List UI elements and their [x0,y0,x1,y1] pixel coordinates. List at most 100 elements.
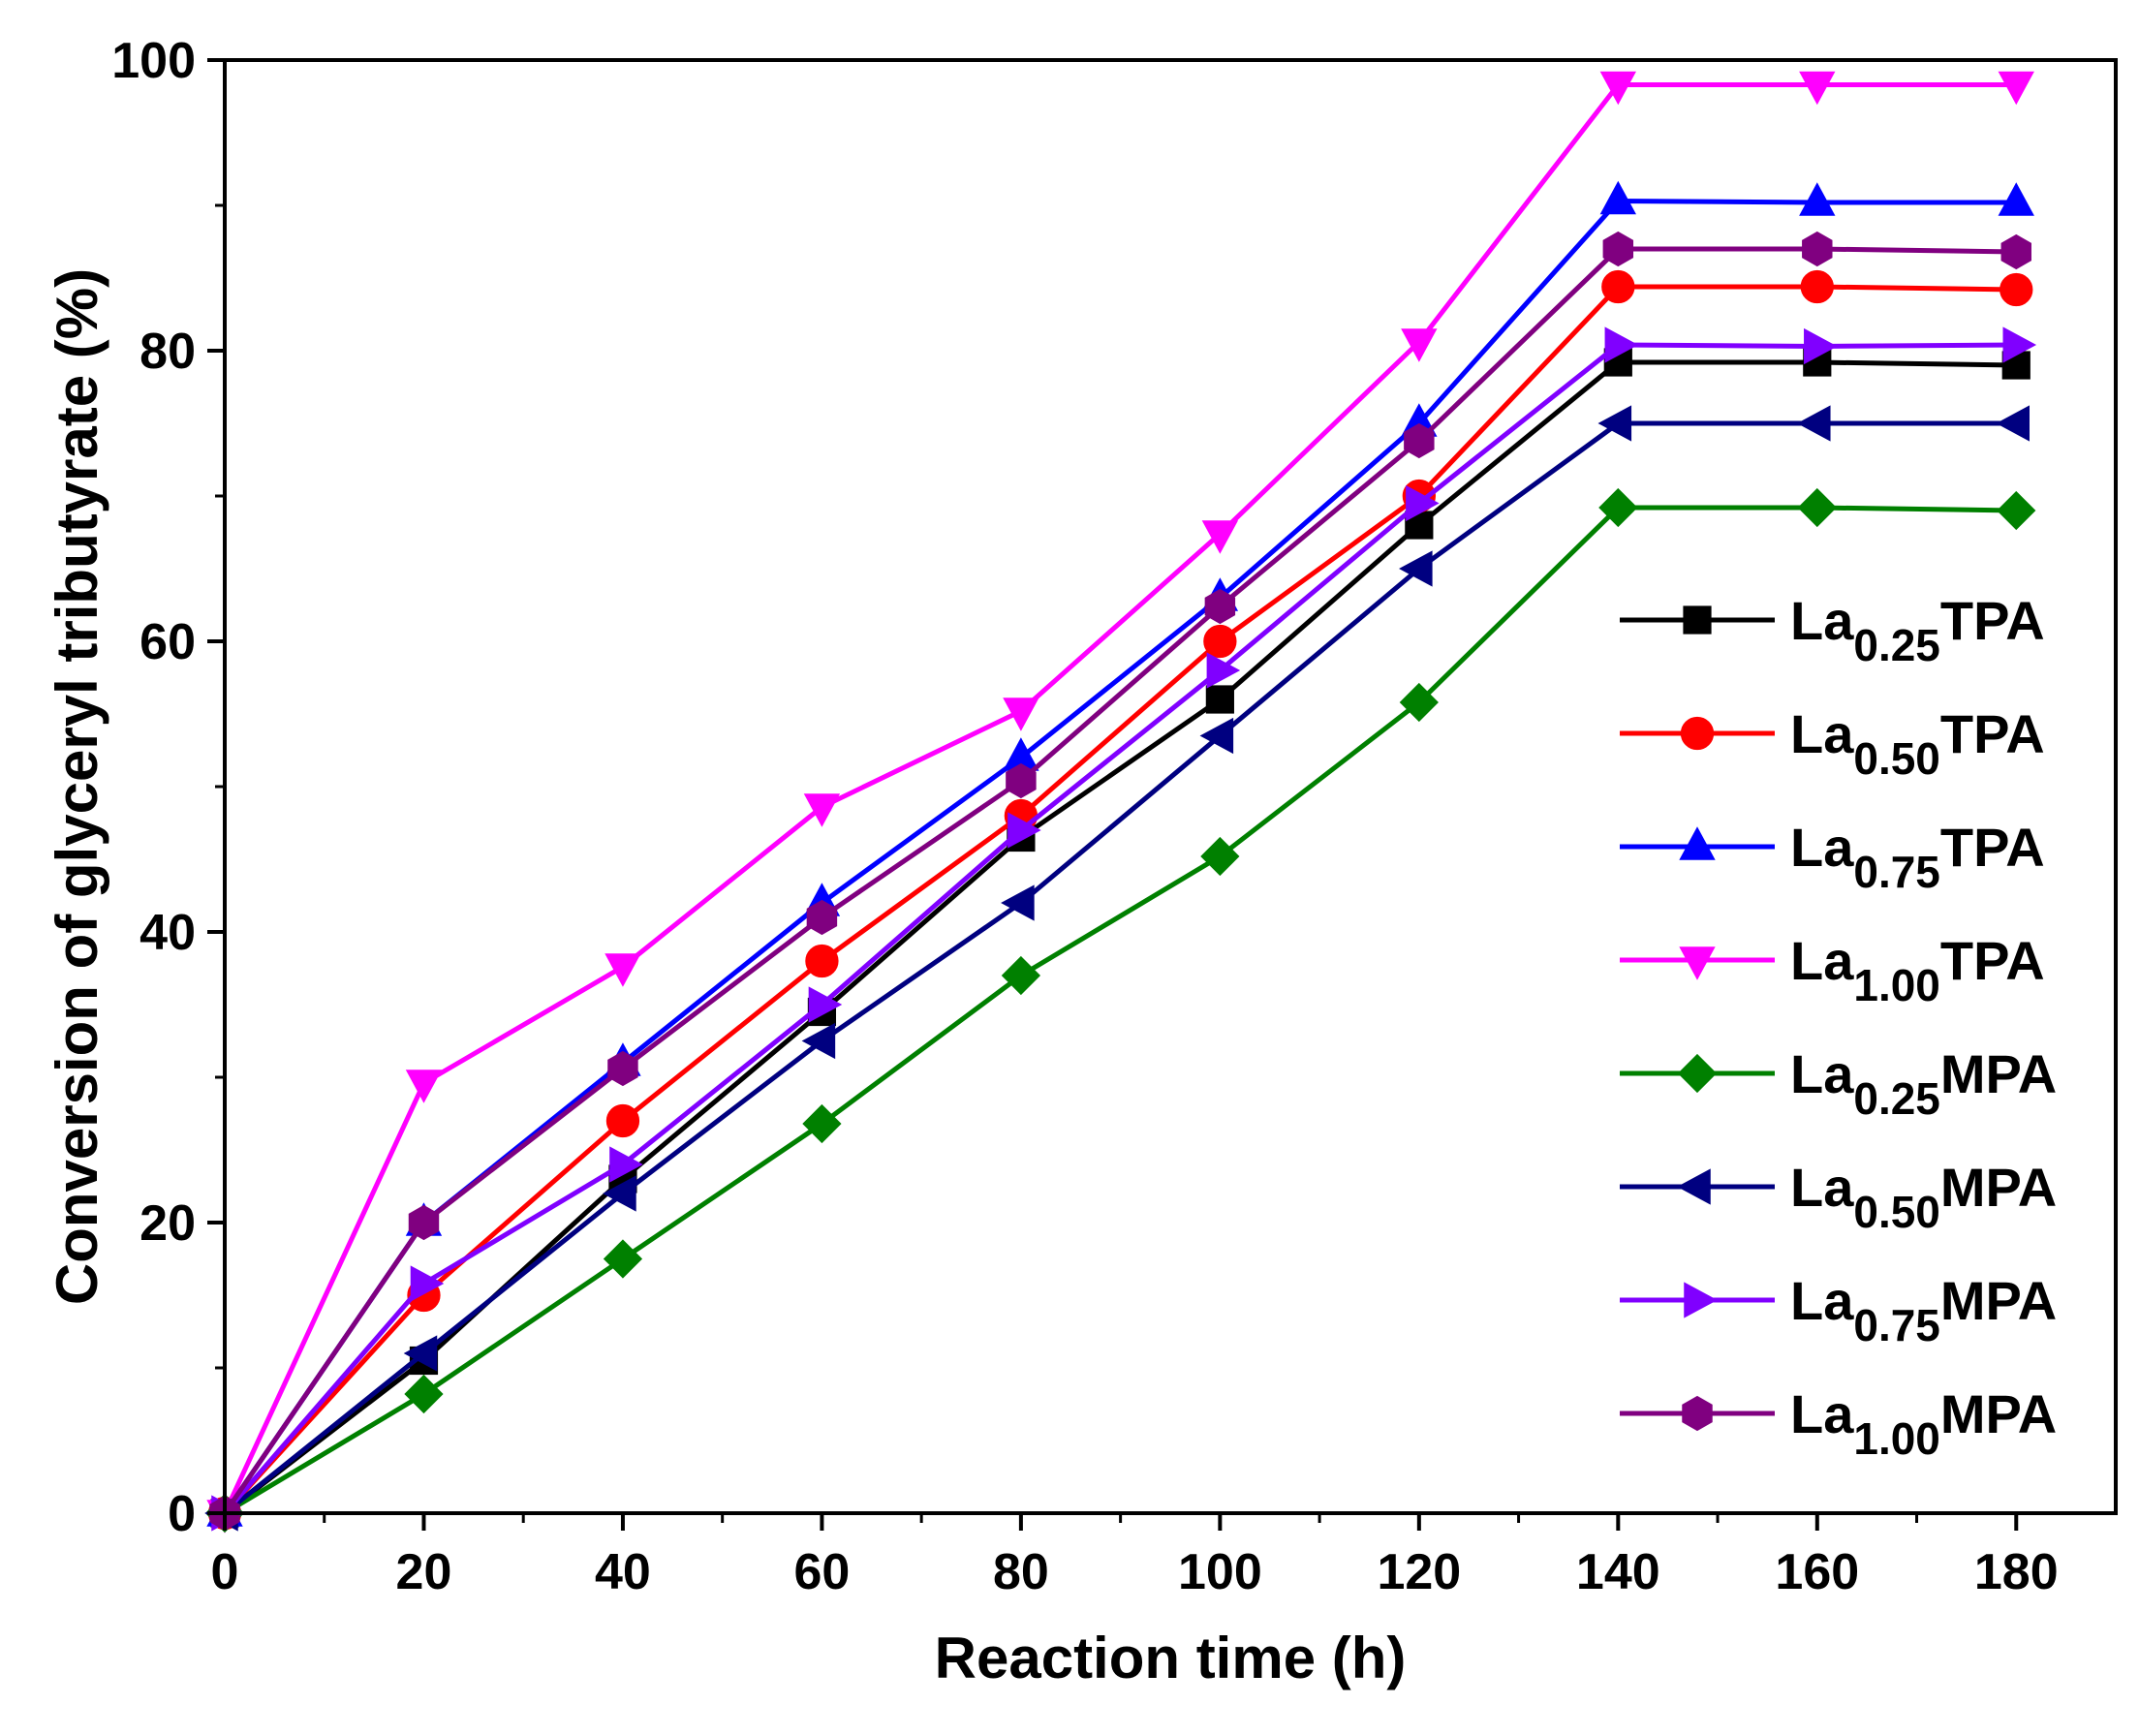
data-point [405,1070,443,1103]
data-point [1599,71,1636,106]
legend-swatch-marker [1682,1395,1713,1432]
legend-entry: La1.00TPA [1620,930,2045,1010]
data-point [603,1239,643,1279]
data-point [1008,812,1041,849]
legend-swatch-marker [1677,1053,1718,1094]
series-La0.25MPA [204,487,2036,1534]
data-point [1200,836,1240,877]
data-point [1997,490,2036,531]
data-point [1205,685,1234,714]
x-tick-label: 20 [396,1544,452,1600]
legend-entry: La0.50MPA [1620,1157,2057,1237]
legend-label: La1.00MPA [1790,1383,2057,1464]
data-point [1797,487,1837,528]
x-tick-label: 140 [1576,1544,1660,1600]
data-point [801,1022,836,1060]
data-point [803,793,841,827]
data-point [1799,71,1836,106]
data-point [1003,698,1039,731]
data-point [1404,422,1435,459]
legend-entry: La0.75TPA [1620,817,2045,897]
data-point [1996,405,2030,442]
legend: La0.25TPA La0.50TPA La0.75TPA La1.00TPA La0.… [1620,590,2057,1464]
data-point [1406,484,1440,522]
y-tick-label: 100 [111,33,196,89]
x-tick-label: 180 [1974,1544,2059,1600]
legend-swatch-marker [1683,605,1712,635]
data-point [1399,682,1439,723]
data-point [1006,762,1037,799]
data-point [1602,231,1634,267]
legend-label: La0.75MPA [1790,1270,2057,1350]
data-point [404,1374,444,1414]
series-line [222,246,2017,1515]
legend-swatch-marker [1680,716,1715,751]
data-point [1399,550,1433,587]
data-point [1001,955,1041,996]
data-point [1796,405,1831,442]
series-La0.50TPA [207,269,2033,1531]
data-point [1201,520,1239,554]
x-tick-label: 60 [793,1544,850,1600]
x-tick-label: 80 [993,1544,1049,1600]
x-tick-label: 160 [1775,1544,1859,1600]
data-point [805,944,839,978]
y-tick-label: 0 [168,1486,196,1542]
data-point [1604,326,1639,363]
x-tick-label: 120 [1377,1544,1461,1600]
x-axis-label: Reaction time (h) [935,1626,1407,1690]
legend-label: La1.00TPA [1790,930,2045,1010]
data-point [609,1146,643,1183]
y-tick-label: 40 [140,905,196,961]
legend-label: La0.25TPA [1790,590,2045,670]
legend-swatch-marker [1677,1168,1711,1205]
x-tick-label: 100 [1178,1544,1262,1600]
data-point [1206,652,1241,689]
y-tick-label: 80 [140,324,196,380]
legend-swatch-marker [1679,946,1716,980]
data-point [1199,717,1234,755]
series-line [223,284,2017,1515]
data-point [1799,182,1836,216]
data-point [1598,487,1638,528]
data-point [1998,71,2034,106]
legend-entry: La1.00MPA [1620,1383,2057,1464]
series-line [222,82,2017,1515]
x-tick-label: 0 [211,1544,239,1600]
series-La1.00MPA [209,231,2031,1532]
data-point [2000,233,2031,270]
data-point [1597,405,1632,442]
data-point [410,1265,445,1302]
data-point [806,899,838,936]
data-point [2002,326,2037,363]
data-point [802,1103,842,1144]
data-point [1204,588,1236,625]
data-point [1599,180,1636,215]
data-point [403,1335,438,1372]
legend-label: La0.50MPA [1790,1157,2057,1237]
legend-swatch-marker [1679,826,1716,860]
data-point [408,1204,440,1241]
legend-label: La0.50TPA [1790,703,2045,784]
data-point [607,1050,638,1087]
data-point [604,953,641,987]
data-point [1800,269,1834,304]
data-point [1998,182,2034,216]
data-point [1802,231,1833,267]
data-point [1001,884,1035,921]
series-line [223,505,2017,1516]
data-point [603,1175,636,1212]
data-point [808,986,843,1023]
data-point [1804,327,1838,365]
data-point [1601,269,1635,304]
axis-tick-labels: 0 20 40 60 80 100 120 140 160 180 0 20 40 60 80 100 [111,33,2058,1600]
series-line [223,359,2017,1515]
data-point [1401,328,1438,362]
legend-label: La0.25MPA [1790,1043,2057,1124]
legend-entry: La0.25MPA [1620,1043,2057,1124]
series-line [223,342,2017,1515]
legend-swatch-marker [1684,1282,1718,1318]
data-point [2000,272,2033,307]
